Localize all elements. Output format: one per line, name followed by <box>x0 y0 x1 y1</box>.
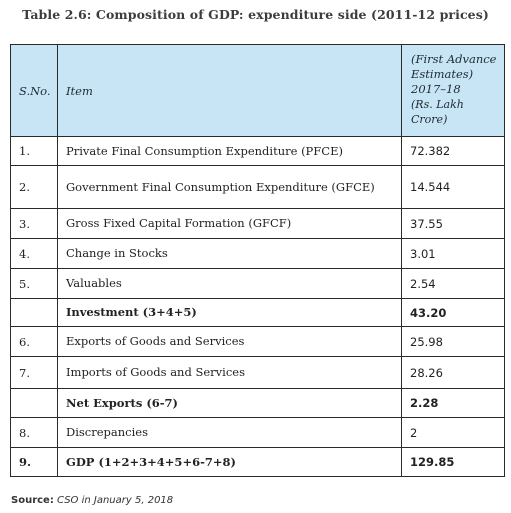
row-sno: 5. <box>10 268 58 299</box>
row-item: Change in Stocks <box>57 238 402 269</box>
table-title: Table 2.6: Composition of GDP: expenditu… <box>22 7 489 22</box>
row-sno: 7. <box>10 356 58 389</box>
source-text: CSO in January 5, 2018 <box>57 495 174 506</box>
gdp-composition-table: S.No. Item (First Advance Estimates) 201… <box>10 44 505 477</box>
row-item: Investment (3+4+5) <box>57 298 402 327</box>
row-item: Government Final Consumption Expenditure… <box>57 165 402 209</box>
row-sno: 3. <box>10 208 58 239</box>
header-estimates-line-5: Crore) <box>411 113 448 126</box>
row-value: 37.55 <box>401 208 505 239</box>
row-value: 72.382 <box>401 136 505 166</box>
source-label: Source: <box>11 495 54 506</box>
row-value: 3.01 <box>401 238 505 269</box>
row-value: 14.544 <box>401 165 505 209</box>
row-item: Imports of Goods and Services <box>57 356 402 389</box>
table-row-subtotal: Investment (3+4+5) 43.20 <box>10 298 505 327</box>
row-item: Discrepancies <box>57 417 402 448</box>
table-row: 3. Gross Fixed Capital Formation (GFCF) … <box>10 208 505 239</box>
table-row: 2. Government Final Consumption Expendit… <box>10 165 505 209</box>
row-value: 2.54 <box>401 268 505 299</box>
row-item: Valuables <box>57 268 402 299</box>
table-row: 5. Valuables 2.54 <box>10 268 505 299</box>
row-value: 2.28 <box>401 388 505 418</box>
table-row: 4. Change in Stocks 3.01 <box>10 238 505 269</box>
row-item: Gross Fixed Capital Formation (GFCF) <box>57 208 402 239</box>
row-sno: 6. <box>10 326 58 357</box>
row-value: 28.26 <box>401 356 505 389</box>
header-estimates-line-3: 2017–18 <box>411 82 461 96</box>
row-sno: 2. <box>10 165 58 209</box>
source-note: Source: CSO in January 5, 2018 <box>11 495 173 506</box>
table-row: 6. Exports of Goods and Services 25.98 <box>10 326 505 357</box>
header-estimates-line-4: (Rs. Lakh <box>411 98 464 111</box>
table-row-total: 9. GDP (1+2+3+4+5+6-7+8) 129.85 <box>10 447 505 477</box>
row-sno: 9. <box>10 447 58 477</box>
row-sno: 1. <box>10 136 58 166</box>
row-item: Exports of Goods and Services <box>57 326 402 357</box>
row-sno: 8. <box>10 417 58 448</box>
header-estimates: (First Advance Estimates) 2017–18 (Rs. L… <box>401 44 505 137</box>
row-sno: 4. <box>10 238 58 269</box>
header-estimates-line-1: (First Advance <box>411 52 497 66</box>
table-row-subtotal: Net Exports (6-7) 2.28 <box>10 388 505 418</box>
table-row: 7. Imports of Goods and Services 28.26 <box>10 356 505 389</box>
table-row: 8. Discrepancies 2 <box>10 417 505 448</box>
row-value: 2 <box>401 417 505 448</box>
row-value: 25.98 <box>401 326 505 357</box>
table-row: 1. Private Final Consumption Expenditure… <box>10 136 505 166</box>
header-estimates-line-2: Estimates) <box>411 67 474 81</box>
row-item: GDP (1+2+3+4+5+6-7+8) <box>57 447 402 477</box>
table-header-row: S.No. Item (First Advance Estimates) 201… <box>10 44 505 137</box>
header-sno: S.No. <box>10 44 58 137</box>
row-value: 43.20 <box>401 298 505 327</box>
row-value: 129.85 <box>401 447 505 477</box>
header-item: Item <box>57 44 402 137</box>
row-sno <box>10 298 58 327</box>
row-sno <box>10 388 58 418</box>
row-item: Net Exports (6-7) <box>57 388 402 418</box>
row-item: Private Final Consumption Expenditure (P… <box>57 136 402 166</box>
